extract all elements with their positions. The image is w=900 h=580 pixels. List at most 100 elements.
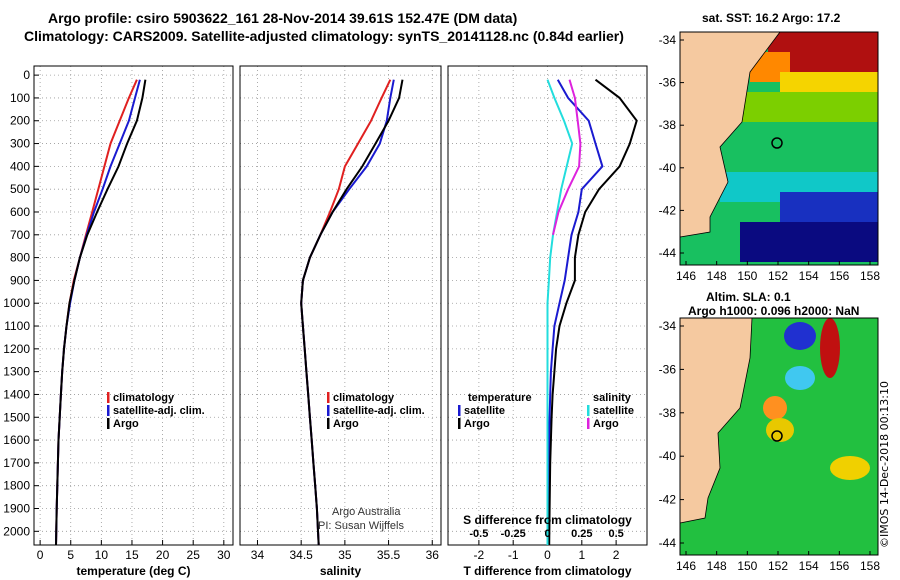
map-lon-label: 152	[768, 269, 788, 283]
x-axis-label: salinity	[320, 564, 362, 578]
depth-tick-label: 500	[10, 182, 30, 196]
diff-t-legend-label: Argo	[464, 418, 490, 430]
diff-series-s-argo	[552, 79, 582, 236]
depth-tick-label: 2000	[3, 524, 30, 538]
x-tick-label: 0	[544, 548, 551, 562]
depth-tick-label: 0	[23, 68, 30, 82]
map-lon-label: 158	[860, 559, 880, 573]
x-tick-label: 35	[338, 548, 352, 562]
sst-map-frame	[679, 31, 879, 266]
land-mass	[679, 31, 781, 238]
temperature-legend-swatch	[107, 392, 110, 403]
depth-tick-label: 1600	[3, 433, 30, 447]
salinity-series-argo	[300, 79, 404, 546]
salinity-legend-label: satellite-adj. clim.	[333, 405, 425, 417]
map-lat-label: -44	[659, 536, 677, 550]
diff-s-legend-label: satellite	[593, 405, 634, 417]
map-lon-label: 156	[829, 559, 849, 573]
x-tick-label: 20	[156, 548, 170, 562]
x-axis-label: temperature (deg C)	[76, 564, 190, 578]
map-lon-label: 152	[768, 559, 788, 573]
map-lon-label: 150	[737, 269, 757, 283]
depth-tick-label: 400	[10, 159, 30, 173]
sla-map-title: Altim. SLA: 0.1	[706, 290, 791, 304]
diff-legend-s-title: salinity	[593, 392, 632, 404]
x-tick-label: 15	[125, 548, 139, 562]
credit-line-1: Argo Australia	[332, 506, 401, 518]
sla-high-jet	[820, 318, 840, 378]
x2-tick-label: -0.25	[501, 528, 526, 540]
depth-tick-label: 1500	[3, 410, 30, 424]
map-lat-label: -38	[659, 118, 677, 132]
depth-tick-label: 300	[10, 137, 30, 151]
map-lon-label: 146	[676, 269, 696, 283]
diff-series-t-argo	[548, 78, 638, 546]
sst-map-title: sat. SST: 16.2 Argo: 17.2	[702, 11, 841, 25]
map-lon-label: 154	[799, 269, 819, 283]
map-lon-label: 154	[799, 559, 819, 573]
depth-tick-label: 600	[10, 205, 30, 219]
map-lat-label: -44	[659, 246, 677, 260]
diff-t-legend-swatch	[458, 405, 461, 416]
salinity-legend-swatch	[327, 392, 330, 403]
diff-t-legend-swatch	[458, 418, 461, 429]
x2-tick-label: -0.5	[469, 528, 488, 540]
x-tick-label: 0	[37, 548, 44, 562]
salinity-legend-label: Argo	[333, 418, 359, 430]
argo-location-marker	[771, 430, 783, 442]
diff-s-legend-swatch	[587, 405, 590, 416]
plot-frame	[33, 65, 234, 546]
map-lat-label: -42	[659, 493, 677, 507]
map-lon-label: 156	[829, 269, 849, 283]
diff-series-s-satellite	[546, 79, 574, 545]
depth-tick-label: 1200	[3, 342, 30, 356]
temperature-legend-label: climatology	[113, 392, 175, 404]
map-lat-label: -40	[659, 161, 677, 175]
map-lon-label: 146	[676, 559, 696, 573]
diff-s-legend-label: Argo	[593, 418, 619, 430]
x-tick-label: 34.5	[289, 548, 313, 562]
sst-map	[679, 31, 879, 266]
depth-tick-label: 800	[10, 251, 30, 265]
x-tick-label: 1	[578, 548, 585, 562]
x-tick-label: 35.5	[377, 548, 401, 562]
x-tick-label: 25	[187, 548, 201, 562]
depth-tick-label: 1700	[3, 456, 30, 470]
x2-axis-label: S difference from climatology	[463, 513, 632, 527]
salinity-legend-swatch	[327, 405, 330, 416]
diff-legend-t-title: temperature	[468, 392, 532, 404]
land-mass	[679, 317, 753, 524]
x-tick-label: 30	[217, 548, 231, 562]
temperature-legend-label: Argo	[113, 418, 139, 430]
sla-low-eddy	[784, 322, 816, 350]
sla-eddy	[766, 418, 794, 442]
depth-tick-label: 100	[10, 91, 30, 105]
chart-subtitle: Climatology: CARS2009. Satellite-adjuste…	[24, 28, 624, 44]
x-tick-label: -1	[508, 548, 519, 562]
map-lat-label: -36	[659, 76, 677, 90]
depth-tick-label: 1000	[3, 296, 30, 310]
sla-warm-eddy	[763, 396, 787, 420]
depth-tick-label: 900	[10, 273, 30, 287]
sla-map-subtitle: Argo h1000: 0.096 h2000: NaN	[688, 304, 860, 318]
map-lon-label: 158	[860, 269, 880, 283]
temperature-legend-label: satellite-adj. clim.	[113, 405, 205, 417]
map-lon-label: 148	[707, 269, 727, 283]
credit-line-2: PI: Susan Wijffels	[318, 520, 404, 532]
chart-title: Argo profile: csiro 5903622_161 28-Nov-2…	[48, 10, 518, 26]
depth-tick-label: 1100	[4, 319, 30, 333]
depth-tick-label: 1300	[3, 365, 30, 379]
map-lon-label: 150	[737, 559, 757, 573]
map-lat-label: -38	[659, 406, 677, 420]
x2-tick-label: 0.5	[608, 528, 623, 540]
temperature-legend-swatch	[107, 405, 110, 416]
x2-tick-label: 0	[544, 528, 550, 540]
x-tick-label: 5	[67, 548, 74, 562]
temperature-legend-swatch	[107, 418, 110, 429]
depth-tick-label: 200	[10, 114, 30, 128]
depth-tick-label: 700	[10, 228, 30, 242]
map-lon-label: 148	[707, 559, 727, 573]
depth-tick-label: 1400	[3, 387, 30, 401]
plot-frame	[239, 65, 442, 546]
